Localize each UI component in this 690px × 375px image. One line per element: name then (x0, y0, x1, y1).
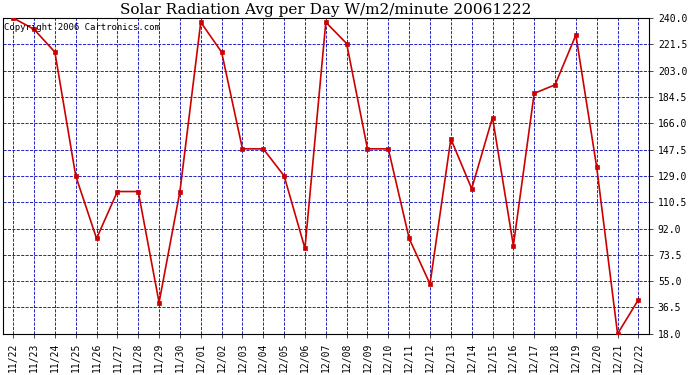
Text: Copyright 2006 Cartronics.com: Copyright 2006 Cartronics.com (4, 22, 160, 32)
Title: Solar Radiation Avg per Day W/m2/minute 20061222: Solar Radiation Avg per Day W/m2/minute … (120, 3, 531, 17)
